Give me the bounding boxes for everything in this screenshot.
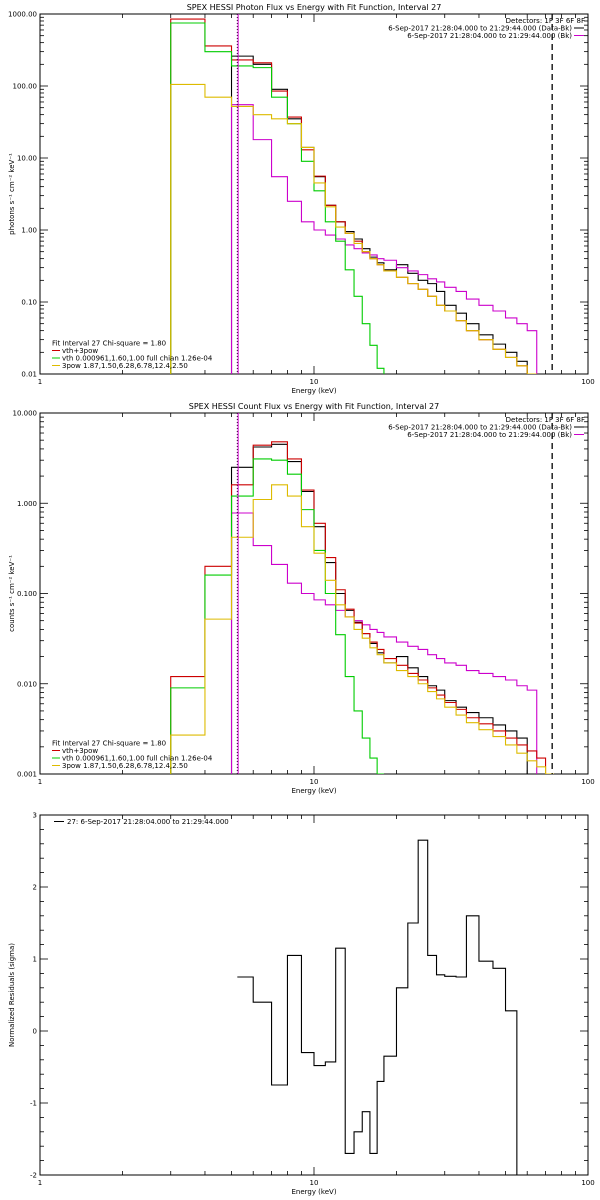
chart-panel-2: SPEX HESSI Count Flux vs Energy with Fit… — [8, 402, 595, 795]
x-tick-label: 100 — [581, 378, 594, 386]
series-group — [237, 839, 518, 1175]
y-axis-label: Normalized Residuals (sigma) — [8, 943, 16, 1047]
y-tick-label: 1000.00 — [8, 11, 37, 19]
legend-entry: 27: 6-Sep-2017 21:28:04.000 to 21:29:44.… — [67, 818, 229, 826]
y-tick-label: 0.010 — [17, 680, 37, 688]
series-2-line — [230, 512, 538, 774]
y-tick-label: 1.00 — [21, 227, 37, 235]
x-axis: 1 10 100 Energy (keV) — [38, 413, 595, 795]
y-tick-label: -1 — [30, 1100, 37, 1108]
legend-entry: 3pow 1.87,1.50,6.28,6.78,12.4,2.50 — [62, 762, 188, 770]
legend-entry: 6-Sep-2017 21:28:04.000 to 21:29:44.000 … — [388, 424, 572, 432]
x-axis-label: Energy (keV) — [291, 387, 336, 395]
legend-entry: vth+3pow — [62, 747, 98, 755]
chart-title: SPEX HESSI Photon Flux vs Energy with Fi… — [187, 3, 442, 12]
legend-top: 27: 6-Sep-2017 21:28:04.000 to 21:29:44.… — [54, 818, 229, 826]
y-axis: -2 -1 0 1 2 3 Normalized Residuals (sigma) — [8, 812, 588, 1180]
series-group — [170, 441, 554, 774]
legend-entry: 6-Sep-2017 21:28:04.000 to 21:29:44.000 … — [407, 431, 572, 439]
y-tick-label: 1 — [33, 956, 37, 964]
chart-title: SPEX HESSI Count Flux vs Energy with Fit… — [189, 402, 440, 411]
legend-entry: 6-Sep-2017 21:28:04.000 to 21:29:44.000 … — [407, 32, 572, 40]
x-axis-label: Energy (keV) — [291, 1188, 336, 1196]
y-tick-label: 10.00 — [17, 155, 37, 163]
chart-panel-3: 1 10 100 Energy (keV) -2 -1 0 1 2 3 Normalized Res… — [8, 812, 595, 1197]
legend-top: Detectors: 1F 3F 6F 8F6-Sep-2017 21:28:0… — [388, 416, 585, 439]
series-group — [170, 18, 538, 374]
legend-entry: Fit Interval 27 Chi-square = 1.80 — [52, 340, 166, 348]
y-tick-label: 0.100 — [17, 590, 37, 598]
legend-entry: Detectors: 1F 3F 6F 8F — [506, 416, 585, 424]
series-4-line — [170, 22, 385, 374]
y-axis: 0.001 0.010 0.100 1.000 10.000 counts s⁻¹ cm⁻… — [8, 410, 588, 779]
chart-panel-1: SPEX HESSI Photon Flux vs Energy with Fi… — [8, 3, 595, 395]
x-tick-label: 1 — [38, 1179, 42, 1187]
legend-entry: vth+3pow — [62, 347, 98, 355]
y-tick-label: 2 — [33, 884, 37, 892]
legend-bottom: Fit Interval 27 Chi-square = 1.80vth+3po… — [52, 740, 213, 770]
x-tick-label: 1 — [38, 378, 42, 386]
legend-entry: Fit Interval 27 Chi-square = 1.80 — [52, 740, 166, 748]
legend-entry: vth 0.000961,1.60,1.00 full chian 1.26e-… — [62, 355, 213, 363]
series-2-line — [230, 104, 538, 374]
x-tick-label: 100 — [581, 1179, 594, 1187]
x-tick-label: 10 — [310, 1179, 319, 1187]
legend-entry: Detectors: 1F 3F 6F 8F — [506, 17, 585, 25]
series-1-line — [237, 839, 518, 1175]
panels: SPEX HESSI Photon Flux vs Energy with Fi… — [8, 3, 595, 1196]
y-tick-label: 1.000 — [17, 500, 37, 508]
y-tick-label: 0.10 — [21, 299, 37, 307]
y-axis-label: counts s⁻¹ cm⁻² keV⁻¹ — [8, 555, 16, 632]
y-axis-label: photons s⁻¹ cm⁻² keV⁻¹ — [8, 153, 16, 235]
legend-entry: 3pow 1.87,1.50,6.28,6.78,12.4,2.50 — [62, 362, 188, 370]
legend-entry: 6-Sep-2017 21:28:04.000 to 21:29:44.000 … — [388, 25, 572, 33]
x-axis-label: Energy (keV) — [291, 787, 336, 795]
x-tick-label: 10 — [310, 778, 319, 786]
x-tick-label: 100 — [581, 778, 594, 786]
legend-bottom: Fit Interval 27 Chi-square = 1.80vth+3po… — [52, 340, 213, 370]
y-tick-label: 100.00 — [13, 83, 38, 91]
y-tick-label: 0.01 — [21, 371, 37, 379]
y-tick-label: 10.000 — [13, 410, 38, 418]
y-tick-label: 0.001 — [17, 771, 37, 779]
x-axis: 1 10 100 Energy (keV) — [38, 815, 595, 1196]
x-axis: 1 10 100 Energy (keV) — [38, 14, 595, 395]
x-tick-label: 1 — [38, 778, 42, 786]
legend-entry: vth 0.000961,1.60,1.00 full chian 1.26e-… — [62, 755, 213, 763]
y-tick-label: -2 — [30, 1172, 37, 1180]
x-tick-label: 10 — [310, 378, 319, 386]
legend-top: Detectors: 1F 3F 6F 8F6-Sep-2017 21:28:0… — [388, 17, 585, 40]
y-axis: 0.01 0.10 1.00 10.00 100.00 1000.00 photons s⁻… — [8, 11, 588, 379]
y-tick-label: 3 — [33, 812, 37, 820]
series-5-line — [170, 484, 554, 774]
y-tick-label: 0 — [33, 1028, 37, 1036]
series-5-line — [170, 83, 537, 374]
